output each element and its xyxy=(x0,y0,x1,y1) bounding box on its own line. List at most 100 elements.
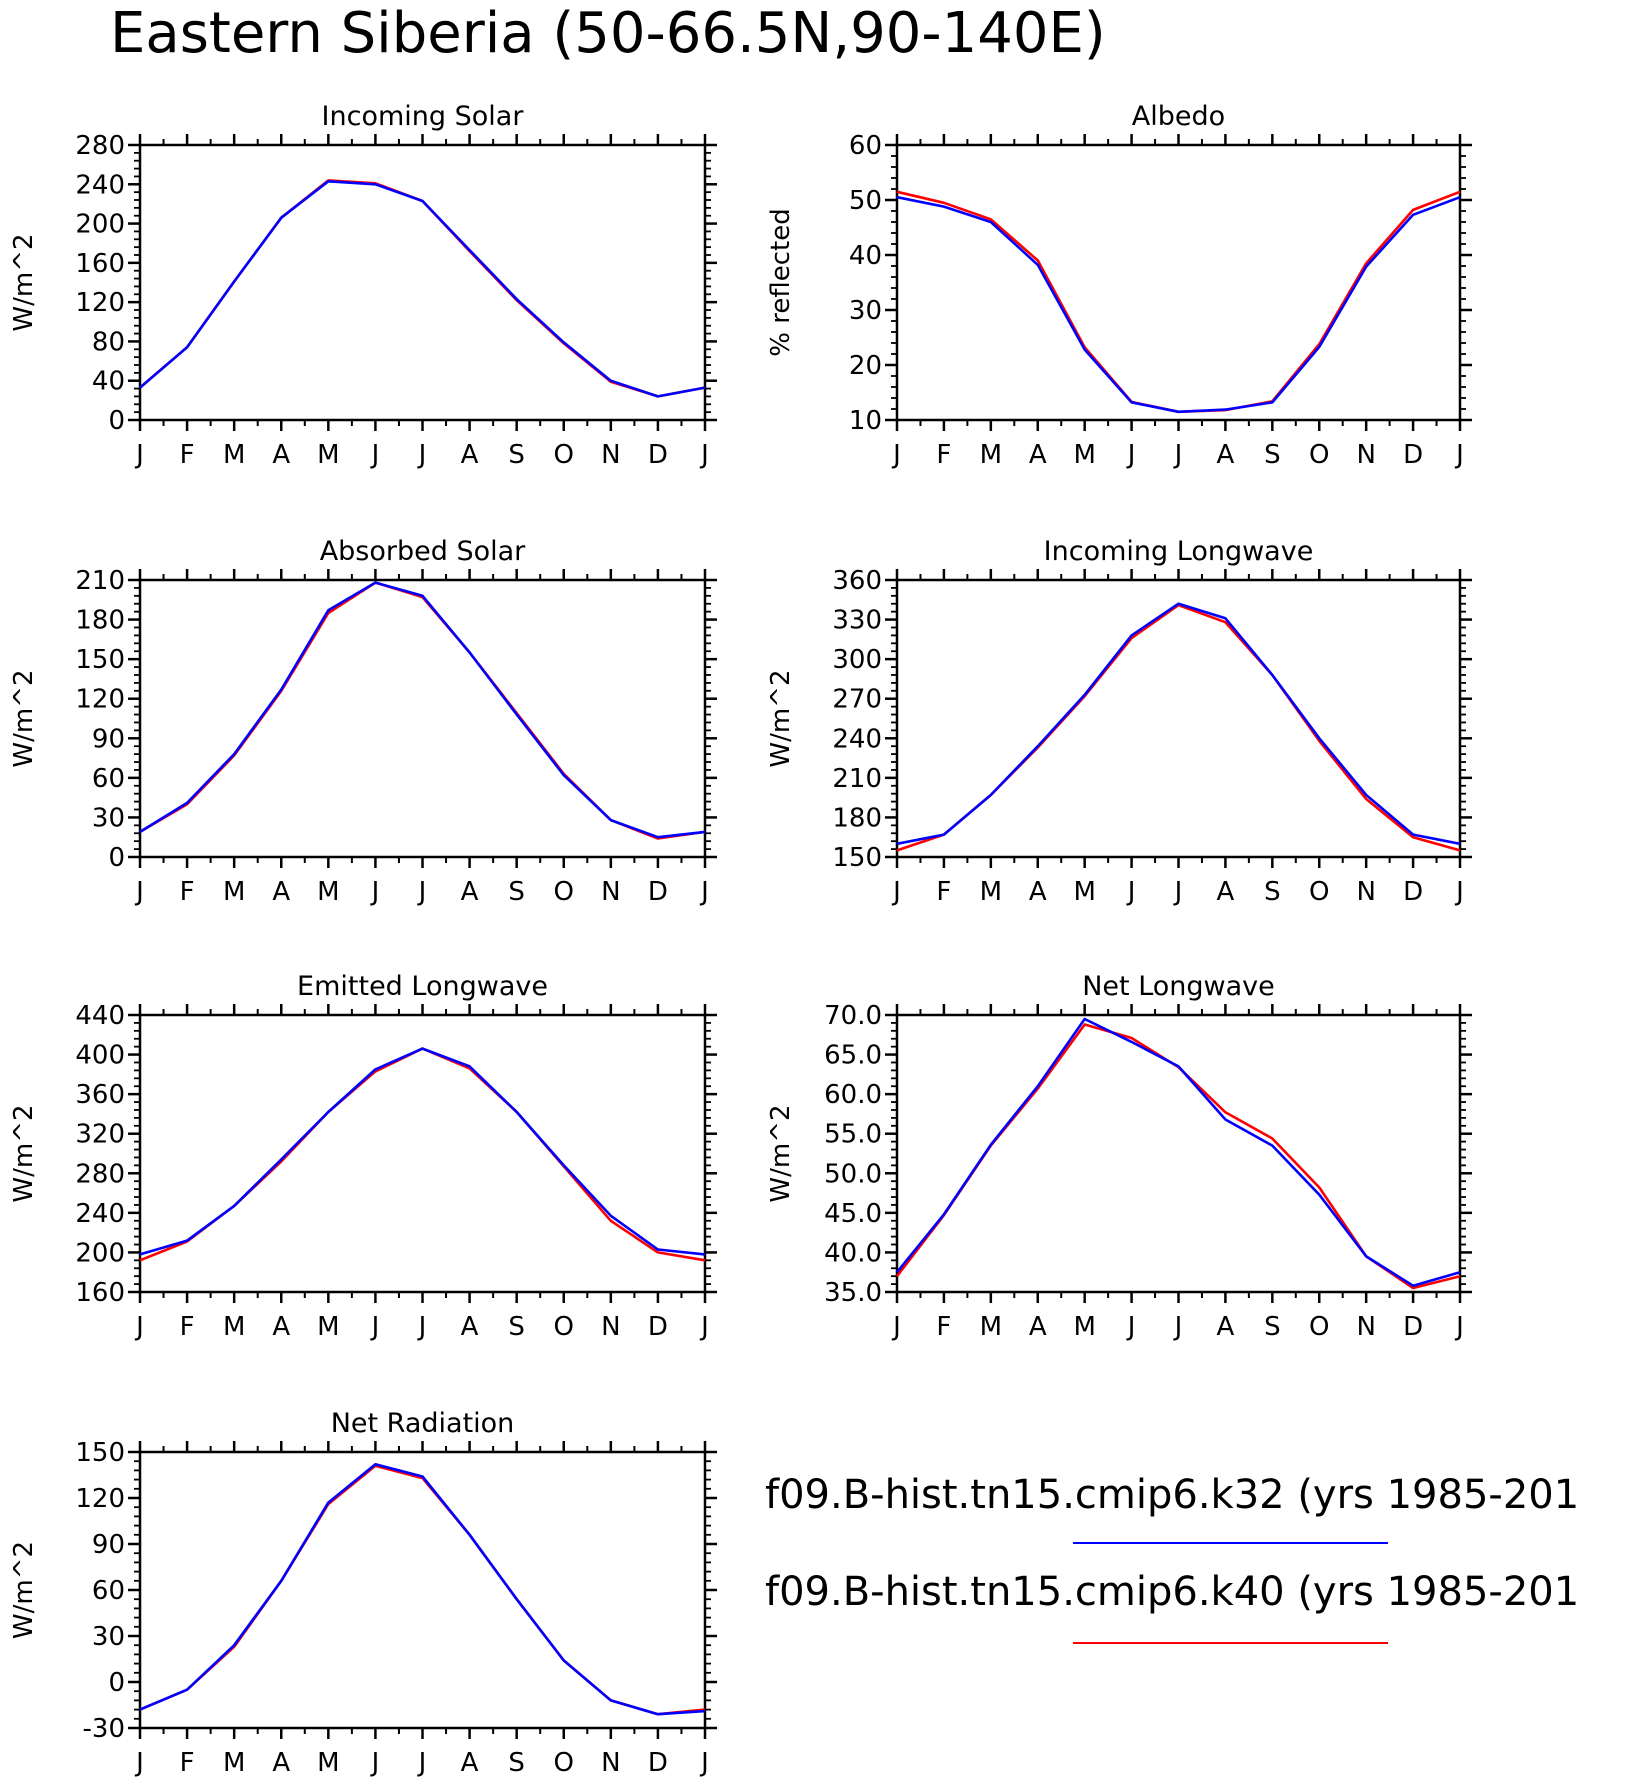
x-tick-label: F xyxy=(936,877,951,907)
y-tick-label: 20 xyxy=(849,351,882,381)
x-tick-label: J xyxy=(1126,877,1136,907)
x-tick-label: S xyxy=(508,1748,525,1778)
x-tick-label: J xyxy=(699,1312,709,1342)
y-tick-label: 70.0 xyxy=(824,1001,882,1031)
y-tick-label: 440 xyxy=(75,1001,125,1031)
legend: f09.B-hist.tn15.cmip6.k32 (yrs 1985-201 … xyxy=(765,1472,1579,1644)
x-tick-label: N xyxy=(601,1312,620,1342)
x-tick-label: J xyxy=(1454,440,1464,470)
x-tick-label: M xyxy=(317,1748,339,1778)
panels: J F M A M J J A S O N D J04080120160200240280Incomin… xyxy=(9,101,1472,1778)
panel-title: Emitted Longwave xyxy=(297,971,548,1002)
y-tick-label: 300 xyxy=(832,645,882,675)
x-tick-label: D xyxy=(1403,877,1423,907)
x-tick-label: J xyxy=(417,440,427,470)
x-tick-label: J xyxy=(134,877,144,907)
x-tick-label: D xyxy=(1403,440,1423,470)
panel-emitted-longwave: J F M A M J J A S O N D J160200240280320360400440Emi… xyxy=(9,971,717,1342)
x-tick-label: O xyxy=(554,440,574,470)
y-tick-label: 90 xyxy=(92,724,125,754)
y-tick-label: 30 xyxy=(849,296,882,326)
x-tick-label: A xyxy=(1029,877,1047,907)
x-tick-label: A xyxy=(272,440,290,470)
x-tick-label: J xyxy=(1126,1312,1136,1342)
x-tick-label: J xyxy=(699,440,709,470)
y-axis-label: W/m^2 xyxy=(9,233,39,331)
x-tick-label: D xyxy=(648,877,668,907)
y-tick-label: 180 xyxy=(75,606,125,636)
series-line-k32 xyxy=(139,180,706,398)
legend-label-k40: f09.B-hist.tn15.cmip6.k40 (yrs 1985-201 xyxy=(765,1569,1579,1615)
x-tick-label: S xyxy=(508,877,525,907)
y-tick-label: 240 xyxy=(75,170,125,200)
y-tick-label: 120 xyxy=(75,1484,125,1514)
x-tick-label: J xyxy=(370,877,380,907)
x-tick-label: J xyxy=(417,877,427,907)
series-line-k32 xyxy=(895,1017,1461,1287)
x-tick-label: N xyxy=(601,1748,620,1778)
y-tick-label: 60 xyxy=(92,764,125,794)
x-tick-label: M xyxy=(1073,877,1095,907)
series-line-k40 xyxy=(139,1047,706,1262)
x-tick-label: N xyxy=(1356,1312,1375,1342)
x-tick-label: J xyxy=(891,1312,901,1342)
x-tick-label: N xyxy=(601,440,620,470)
x-tick-label: A xyxy=(461,877,479,907)
y-tick-label: 50.0 xyxy=(824,1159,882,1189)
y-tick-label: 320 xyxy=(75,1120,125,1150)
x-tick-label: M xyxy=(317,877,339,907)
y-tick-label: 45.0 xyxy=(824,1199,882,1229)
x-tick-label: J xyxy=(417,1312,427,1342)
y-tick-label: 40 xyxy=(92,367,125,397)
x-tick-label: N xyxy=(601,877,620,907)
plot-frame xyxy=(895,1013,1462,1294)
x-tick-label: J xyxy=(1454,1312,1464,1342)
x-tick-label: A xyxy=(272,877,290,907)
y-tick-label: 400 xyxy=(75,1041,125,1071)
y-tick-label: 270 xyxy=(832,685,882,715)
y-tick-label: 10 xyxy=(849,406,882,436)
x-tick-label: J xyxy=(370,440,380,470)
legend-label-k32: f09.B-hist.tn15.cmip6.k32 (yrs 1985-201 xyxy=(765,1472,1579,1518)
series-line-k32 xyxy=(139,581,706,839)
x-tick-label: F xyxy=(180,877,195,907)
x-tick-label: J xyxy=(699,1748,709,1778)
x-tick-label: J xyxy=(1173,440,1183,470)
x-tick-label: J xyxy=(134,1312,144,1342)
x-tick-label: J xyxy=(134,440,144,470)
x-tick-label: S xyxy=(1264,1312,1281,1342)
series-line-k32 xyxy=(139,1463,706,1716)
y-tick-label: 50 xyxy=(849,186,882,216)
x-tick-label: J xyxy=(1454,877,1464,907)
y-tick-label: 35.0 xyxy=(824,1278,882,1308)
series-line-k40 xyxy=(895,1023,1461,1290)
x-tick-label: M xyxy=(223,1312,245,1342)
x-tick-label: J xyxy=(1173,877,1183,907)
y-tick-label: 330 xyxy=(832,606,882,636)
x-tick-label: F xyxy=(180,1748,195,1778)
x-tick-label: A xyxy=(1217,440,1235,470)
series-line-k40 xyxy=(139,179,706,398)
y-tick-label: 0 xyxy=(108,1668,125,1698)
y-tick-label: 65.0 xyxy=(824,1041,882,1071)
y-tick-label: 40.0 xyxy=(824,1238,882,1268)
x-tick-label: J xyxy=(1126,440,1136,470)
x-tick-label: A xyxy=(272,1748,290,1778)
y-tick-label: 160 xyxy=(75,1278,125,1308)
x-tick-label: J xyxy=(699,877,709,907)
y-tick-label: 280 xyxy=(75,131,125,161)
x-tick-label: F xyxy=(936,1312,951,1342)
x-tick-label: M xyxy=(317,1312,339,1342)
x-tick-label: M xyxy=(1073,440,1095,470)
y-tick-label: 30 xyxy=(92,803,125,833)
x-tick-label: A xyxy=(1217,877,1235,907)
x-tick-label: O xyxy=(554,1312,574,1342)
x-tick-label: D xyxy=(648,1312,668,1342)
panel-title: Incoming Longwave xyxy=(1044,536,1314,567)
panel-title: Incoming Solar xyxy=(322,101,525,132)
x-tick-label: F xyxy=(936,440,951,470)
y-tick-label: 360 xyxy=(832,566,882,596)
